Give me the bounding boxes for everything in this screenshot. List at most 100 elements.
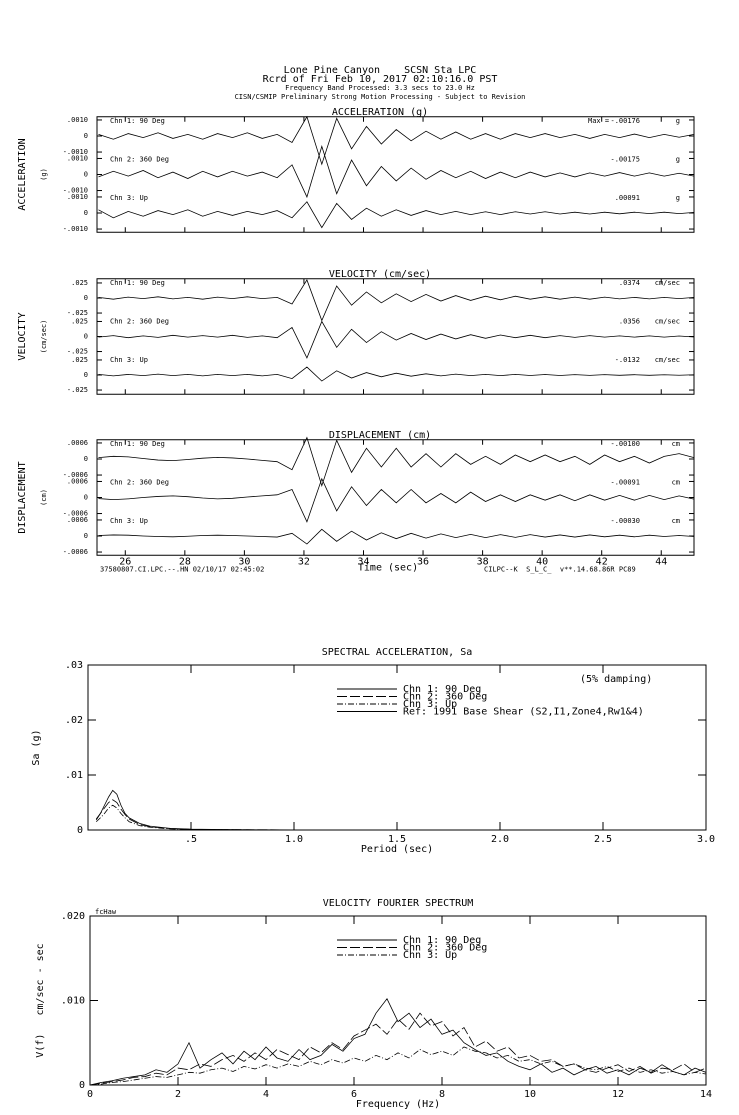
y-axis-label: V(f) cm/sec - sec bbox=[35, 943, 46, 1057]
header-line: Lone Pine Canyon SCSN Sta LPC bbox=[284, 65, 477, 76]
peak-unit: g bbox=[676, 117, 680, 125]
x-tick-label: 12 bbox=[612, 1089, 624, 1100]
x-tick-label: 2.5 bbox=[594, 834, 612, 845]
trace bbox=[98, 436, 695, 488]
spectrum-line bbox=[95, 799, 295, 831]
spectrum-line bbox=[89, 1012, 707, 1086]
peak-value: .0374 bbox=[619, 279, 640, 287]
y-axis-unit: (cm) bbox=[40, 489, 48, 506]
x-tick-label: 6 bbox=[351, 1089, 357, 1100]
y-axis-label: VELOCITY bbox=[17, 312, 28, 360]
y-tick-label: 0 bbox=[79, 1080, 85, 1091]
x-tick-label: 40 bbox=[536, 556, 548, 567]
panel-title: VELOCITY (cm/sec) bbox=[329, 269, 431, 280]
header-line: Frequency Band Processed: 3.3 secs to 23… bbox=[285, 84, 475, 92]
footer-left: 37580807.CI.LPC.--.HN 02/10/17 02:45:02 bbox=[100, 565, 264, 573]
chart-title: VELOCITY FOURIER SPECTRUM bbox=[323, 898, 474, 909]
y-axis-unit: (cm/sec) bbox=[40, 320, 48, 354]
y-axis-label: Sa (g) bbox=[31, 729, 42, 765]
peak-unit: g bbox=[676, 194, 680, 202]
x-tick-label: 8 bbox=[439, 1089, 445, 1100]
footer-right: CILPC--K S_L_C_ v**.14.68.86R PC89 bbox=[484, 565, 636, 573]
x-axis-label: Time (sec) bbox=[358, 562, 418, 573]
peak-unit: cm bbox=[672, 517, 680, 525]
channel-label: Chn 1: 90 Deg bbox=[110, 440, 165, 448]
y-tick-label: -.0006 bbox=[63, 548, 88, 556]
channel-label: Chn 1: 90 Deg bbox=[110, 117, 165, 125]
channel-label: Chn 3: Up bbox=[110, 194, 148, 202]
y-tick-label: 0 bbox=[84, 333, 88, 341]
x-tick-label: 14 bbox=[700, 1089, 712, 1100]
x-tick-label: 36 bbox=[417, 556, 429, 567]
y-tick-label: 0 bbox=[84, 294, 88, 302]
y-tick-label: .025 bbox=[71, 356, 88, 364]
y-tick-label: 0 bbox=[84, 371, 88, 379]
trace bbox=[98, 320, 695, 359]
x-tick-label: 4 bbox=[263, 1089, 269, 1100]
x-tick-label: 0 bbox=[87, 1089, 93, 1100]
x-tick-label: 2.0 bbox=[491, 834, 509, 845]
legend-label: Chn 3: Up bbox=[403, 699, 457, 710]
y-tick-label: -.0010 bbox=[63, 187, 88, 195]
y-tick-label: .0006 bbox=[67, 516, 88, 524]
peak-unit: cm/sec bbox=[655, 356, 680, 364]
spectrum-line bbox=[89, 1046, 707, 1086]
y-tick-label: -.025 bbox=[67, 348, 88, 356]
peak-value: -.00175 bbox=[610, 156, 640, 164]
header-line: Rcrd of Fri Feb 10, 2017 02:10:16.0 PST bbox=[263, 74, 498, 85]
peak-unit: cm bbox=[672, 440, 680, 448]
trace bbox=[98, 201, 695, 229]
y-tick-label: .0010 bbox=[67, 154, 88, 162]
x-tick-label: 1.0 bbox=[285, 834, 303, 845]
peak-value: -.00100 bbox=[610, 440, 640, 448]
y-tick-label: 0 bbox=[84, 209, 88, 217]
peak-value: -.0132 bbox=[615, 356, 640, 364]
x-tick-label: 2 bbox=[175, 1089, 181, 1100]
y-tick-label: 0 bbox=[84, 494, 88, 502]
peak-value: .0356 bbox=[619, 318, 640, 326]
plot-frame bbox=[87, 664, 707, 831]
channel-label: Chn 2: 360 Deg bbox=[110, 318, 169, 326]
peak-value: .00091 bbox=[615, 194, 640, 202]
channel-label: Chn 2: 360 Deg bbox=[110, 156, 169, 164]
y-tick-label: .03 bbox=[65, 660, 83, 671]
y-tick-label: .025 bbox=[71, 279, 88, 287]
trace bbox=[98, 528, 695, 545]
peak-unit: cm bbox=[672, 479, 680, 487]
x-axis-label: Period (sec) bbox=[361, 844, 433, 855]
trace bbox=[98, 115, 695, 166]
peak-unit: cm/sec bbox=[655, 318, 680, 326]
legend-label: Chn 1: 90 Deg bbox=[403, 684, 481, 695]
legend-label: Chn 1: 90 Deg bbox=[403, 935, 481, 946]
x-tick-label: 28 bbox=[179, 556, 191, 567]
x-axis-label: Frequency (Hz) bbox=[356, 1099, 440, 1110]
spectrum-line bbox=[95, 804, 295, 831]
channel-label: Chn 2: 360 Deg bbox=[110, 479, 169, 487]
channel-label: Chn 3: Up bbox=[110, 517, 148, 525]
annotation: (5% damping) bbox=[580, 674, 652, 685]
spectrum-line bbox=[89, 998, 707, 1086]
trace bbox=[98, 477, 695, 523]
y-tick-label: -.0010 bbox=[63, 148, 88, 156]
header-line: CISN/CSMIP Preliminary Strong Motion Pro… bbox=[235, 93, 526, 101]
x-tick-label: 38 bbox=[477, 556, 489, 567]
max-prefix: Max = bbox=[588, 117, 609, 125]
y-axis-label: ACCELERATION bbox=[17, 138, 28, 210]
annotation: fcHaw bbox=[95, 908, 117, 916]
y-tick-label: 0 bbox=[77, 825, 83, 836]
x-tick-label: 1.5 bbox=[388, 834, 406, 845]
panel-frame bbox=[96, 278, 695, 395]
legend-label: Chn 2: 360 Deg bbox=[403, 943, 487, 954]
y-tick-label: 0 bbox=[84, 455, 88, 463]
x-tick-label: 34 bbox=[357, 556, 369, 567]
y-axis-label: DISPLACEMENT bbox=[17, 461, 28, 533]
peak-value: -.00030 bbox=[610, 517, 640, 525]
spectrum-line bbox=[95, 789, 295, 831]
peak-unit: g bbox=[676, 156, 680, 164]
legend-label: Chn 2: 360 Deg bbox=[403, 692, 487, 703]
plot-frame bbox=[89, 915, 707, 1086]
y-tick-label: -.025 bbox=[67, 386, 88, 394]
channel-label: Chn 3: Up bbox=[110, 356, 148, 364]
y-tick-label: .0010 bbox=[67, 193, 88, 201]
